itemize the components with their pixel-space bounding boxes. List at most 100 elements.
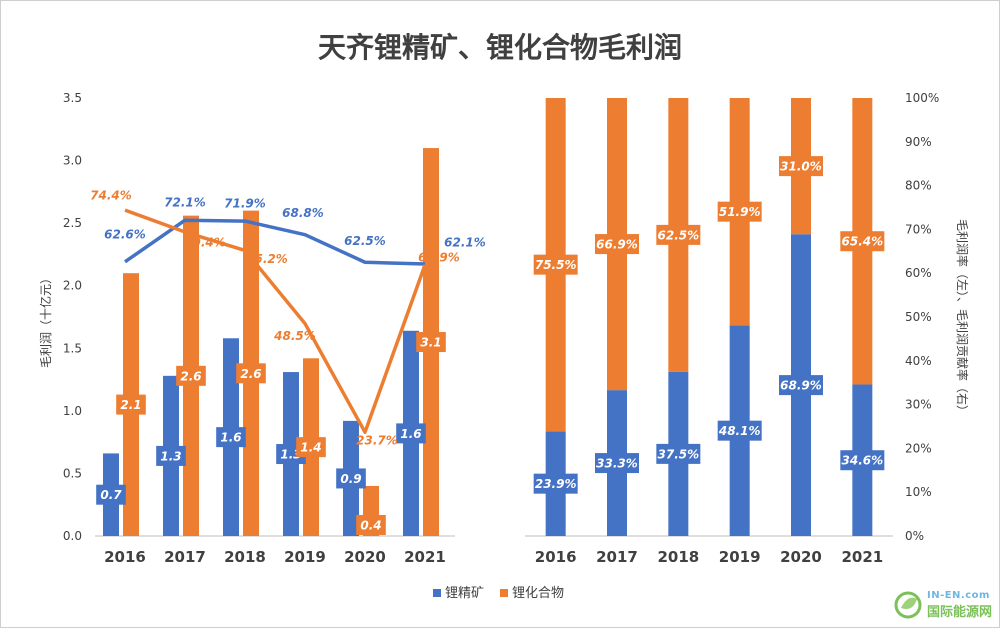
x-right-tick-label: 2018 [657, 548, 699, 566]
watermark-name: 国际能源网 [926, 605, 992, 620]
margin-label-concentrate: 62.6% [104, 227, 146, 241]
y-left-tick-label: 3.5 [63, 91, 82, 105]
y-left-tick-label: 0.0 [63, 529, 82, 543]
watermark-logo: IN-EN.com 国际能源网 [893, 590, 992, 620]
legend-swatch-compound [500, 589, 508, 597]
bar-label-concentrate-bg [156, 445, 186, 466]
bar-label-concentrate: 1.6 [400, 427, 421, 441]
legend: 锂精矿 锂化合物 [433, 586, 564, 601]
stacked-label-compound-bg [840, 231, 885, 252]
stacked-label-compound-bg [533, 254, 578, 275]
bar-label-concentrate: 0.9 [340, 472, 361, 486]
legend-swatch-concentrate [433, 589, 441, 597]
y-right-tick-label: 0% [905, 529, 924, 543]
left-plot-area: 0.0 0.5 1.0 1.5 2.0 2.5 3.0 3.5 0.7 2.1 2016 1.3 2.6… [63, 91, 486, 566]
y-left-tick-label: 3.0 [63, 154, 82, 168]
x-left-tick-label: 2018 [224, 548, 266, 566]
margin-label-compound: 48.5% [273, 329, 316, 343]
x-right-tick-label: 2020 [780, 548, 822, 566]
stacked-label-compound: 75.5% [535, 258, 577, 272]
stacked-label-concentrate: 68.9% [780, 379, 822, 393]
y-right-tick-label: 20% [905, 441, 932, 455]
x-right-tick-label: 2019 [719, 548, 761, 566]
stacked-label-compound-bg [656, 224, 701, 245]
bar-label-compound: 1.4 [300, 441, 321, 455]
bar-label-compound-bg [416, 332, 446, 353]
y-right-tick-label: 90% [905, 135, 932, 149]
y-right-tick-label: 80% [905, 179, 932, 193]
stacked-label-concentrate: 23.9% [535, 477, 577, 491]
stacked-label-concentrate-bg [840, 450, 885, 471]
y-left-tick-label: 1.0 [63, 404, 82, 418]
stacked-label-compound: 66.9% [596, 238, 638, 252]
chart-title: 天齐锂精矿、锂化合物毛利润 [318, 31, 682, 64]
stacked-label-concentrate-bg [595, 453, 639, 474]
y-left-tick-label: 2.0 [63, 279, 82, 293]
margin-label-compound: 23.7% [356, 434, 398, 448]
bar-label-compound: 0.4 [360, 518, 381, 532]
x-right-tick-label: 2021 [841, 548, 883, 566]
bar-label-compound: 3.1 [420, 336, 441, 350]
y-right-tick-label: 50% [905, 310, 932, 324]
x-left-tick-label: 2020 [344, 548, 386, 566]
bar-label-concentrate-bg [96, 484, 126, 505]
margin-label-concentrate: 62.5% [344, 234, 386, 248]
y-right-tick-label: 70% [905, 222, 932, 236]
stacked-label-compound-bg [779, 156, 823, 177]
x-left-tick-label: 2016 [104, 548, 146, 566]
stacked-label-concentrate-bg [779, 375, 823, 396]
bar-label-concentrate: 1.6 [220, 431, 241, 445]
bar-label-concentrate: 1.3 [160, 449, 181, 463]
right-plot-area: 0% 10% 20% 30% 40% 50% 60% 70% 80% 90% 100% 23.9% 75… [525, 91, 939, 566]
bar-label-compound: 2.1 [120, 398, 141, 412]
stacked-label-compound: 31.0% [780, 160, 822, 174]
margin-label-concentrate: 68.8% [282, 206, 324, 220]
margin-line-compound [124, 208, 427, 434]
margin-label-compound: 74.4% [90, 189, 132, 203]
stacked-label-concentrate-bg [656, 443, 701, 464]
stacked-label-concentrate-bg [533, 473, 578, 494]
x-left-tick-label: 2019 [284, 548, 326, 566]
stacked-label-compound-bg [595, 234, 639, 255]
stacked-label-compound: 65.4% [842, 235, 884, 249]
bar-label-concentrate: 0.7 [100, 488, 122, 502]
y-right-tick-label: 100% [905, 91, 939, 105]
bar-label-compound-bg [296, 437, 326, 458]
bar-label-compound: 2.6 [240, 367, 261, 381]
bar-label-concentrate-bg [336, 468, 366, 489]
y-left-tick-label: 2.5 [63, 216, 82, 230]
y-left-tick-label: 1.5 [63, 341, 82, 355]
margin-label-concentrate: 72.1% [164, 196, 206, 210]
legend-label-compound: 锂化合物 [512, 586, 564, 601]
margin-label-compound: 65.2% [246, 252, 288, 266]
legend-label-concentrate: 锂精矿 [445, 586, 484, 601]
bar-label-compound-bg [116, 394, 146, 415]
margin-label-concentrate: 71.9% [224, 197, 266, 211]
bar-label-concentrate-bg [216, 427, 246, 448]
margin-label-compound: 61.9% [418, 250, 460, 264]
leaf-icon [894, 591, 922, 619]
y-axis-right-label: 毛利润率（左）、毛利润贡献率（右） [955, 219, 970, 417]
bar-label-compound-bg [176, 365, 206, 386]
x-left-tick-label: 2017 [164, 548, 206, 566]
y-right-tick-label: 60% [905, 266, 932, 280]
bar-label-compound: 2.6 [180, 369, 201, 383]
y-right-tick-label: 10% [905, 485, 932, 499]
bar-label-concentrate-bg [396, 423, 426, 444]
bar-label-compound-bg [356, 514, 386, 535]
stacked-label-compound: 51.9% [719, 205, 761, 219]
stacked-label-concentrate: 33.3% [596, 457, 638, 471]
x-right-tick-label: 2017 [596, 548, 638, 566]
x-right-tick-label: 2016 [535, 548, 577, 566]
stacked-label-compound-bg [717, 201, 762, 222]
stacked-label-concentrate: 37.5% [658, 447, 700, 461]
y-right-tick-label: 40% [905, 354, 932, 368]
y-left-tick-label: 0.5 [63, 466, 82, 480]
margin-label-concentrate: 62.1% [444, 236, 486, 250]
bar-label-compound-bg [236, 363, 266, 384]
stacked-label-concentrate: 48.1% [718, 424, 761, 438]
margin-label-compound: 69.4% [184, 236, 226, 250]
stacked-label-concentrate: 34.6% [842, 454, 884, 468]
x-left-tick-label: 2021 [404, 548, 446, 566]
